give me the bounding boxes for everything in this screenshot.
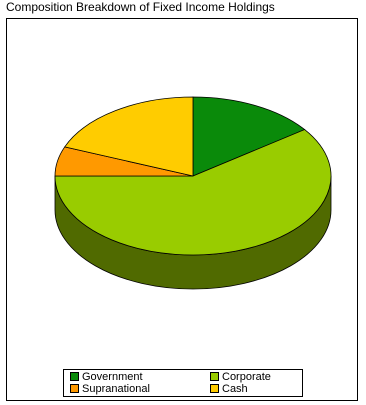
- legend-label: Cash: [222, 383, 248, 395]
- legend-item-supranational: Supranational: [70, 383, 150, 395]
- legend-item-corporate: Corporate: [210, 371, 271, 383]
- legend-label: Corporate: [222, 371, 271, 383]
- legend-swatch: [70, 384, 79, 393]
- legend-swatch: [210, 384, 219, 393]
- legend-item-government: Government: [70, 371, 143, 383]
- legend-item-cash: Cash: [210, 383, 248, 395]
- legend-swatch: [210, 372, 219, 381]
- pie-slice-government: [192, 96, 306, 177]
- legend-label: Government: [82, 371, 143, 383]
- chart-legend: Government Corporate Supranational Cash: [63, 369, 303, 397]
- legend-swatch: [70, 372, 79, 381]
- pie-slice-cash: [64, 96, 194, 177]
- pie-slice-corporate: [54, 129, 332, 256]
- legend-label: Supranational: [82, 383, 150, 395]
- chart-title: Composition Breakdown of Fixed Income Ho…: [6, 0, 275, 14]
